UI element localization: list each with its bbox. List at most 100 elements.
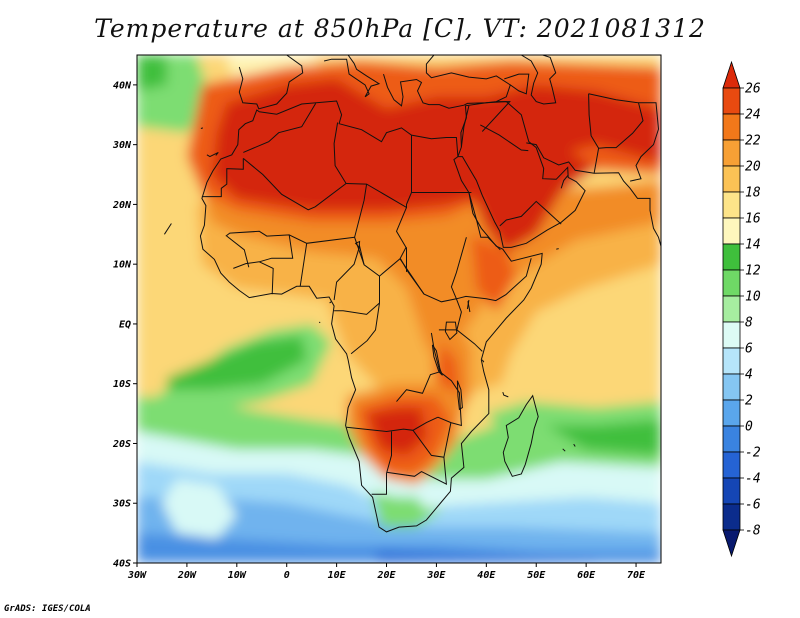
island-2 — [573, 443, 576, 447]
island-4 — [200, 127, 204, 129]
colorbar-swatch — [722, 347, 741, 375]
country-border-31 — [588, 93, 644, 149]
island-0 — [502, 391, 509, 398]
southern-africa-hot — [366, 407, 427, 456]
north-atlantic-core — [137, 55, 167, 91]
colorbar-swatch — [722, 60, 741, 89]
country-border-34 — [243, 103, 317, 153]
colorbar-label: 18 — [745, 186, 761, 201]
colorbar-label: 4 — [745, 368, 753, 383]
colorbar-swatch — [722, 399, 741, 427]
cold-core — [376, 551, 597, 563]
country-border-9 — [299, 243, 308, 287]
lake-2 — [456, 380, 463, 411]
island-7 — [329, 301, 332, 304]
country-border-1 — [242, 158, 347, 211]
italy-coastline — [323, 55, 381, 98]
lon-tick-label: 70E — [627, 570, 646, 581]
colorbar-label: 16 — [745, 212, 761, 227]
island-6 — [318, 321, 321, 324]
colorbar-label: 10 — [745, 290, 761, 305]
lake-3 — [354, 240, 361, 249]
horn-hot — [471, 234, 517, 312]
colorbar-label: 22 — [745, 134, 761, 149]
colorbar-swatch — [722, 321, 741, 349]
island-5 — [163, 223, 172, 235]
iberia-coastline — [238, 55, 304, 110]
colorbar-label: 14 — [745, 238, 761, 253]
country-border-28 — [499, 200, 562, 227]
colorbar-label: -6 — [745, 498, 761, 513]
sahara-hot — [211, 78, 661, 211]
country-border-2 — [333, 122, 347, 184]
colorbar-label: -4 — [745, 472, 761, 487]
sri-lanka — [685, 265, 695, 288]
colorbar-swatch — [722, 191, 741, 219]
country-border-33 — [504, 73, 530, 95]
grads-credit: GrADS: IGES/COLA — [4, 604, 91, 614]
island-8 — [481, 359, 485, 363]
south-asia-coastline — [526, 142, 661, 247]
lon-tick-label: 60E — [577, 570, 596, 581]
lon-tick-label: 30W — [127, 570, 147, 581]
colorbar-swatch — [722, 295, 741, 323]
colorbar-swatch — [722, 113, 741, 141]
country-border-3 — [346, 135, 412, 209]
colorbar-swatch — [722, 529, 741, 558]
lat-tick-label: 40S — [113, 559, 131, 570]
lat-tick-label: 10S — [113, 379, 131, 390]
country-border-22 — [468, 192, 501, 251]
cold-band-4 — [137, 533, 661, 563]
colorbar-swatch — [722, 165, 741, 193]
colorbar-label: 20 — [745, 160, 761, 175]
greece-turkey-coastline — [383, 55, 511, 109]
colorbar-label: 8 — [745, 316, 753, 331]
country-border-12 — [334, 276, 380, 315]
colorbar-label: 12 — [745, 264, 761, 279]
tropics-orange — [201, 180, 661, 360]
colorbar-swatch — [722, 87, 741, 115]
lake-0 — [444, 321, 458, 341]
colorbar-swatch — [722, 269, 741, 297]
colorbar-label: 6 — [745, 342, 753, 357]
colorbar-swatch — [722, 243, 741, 271]
lat-tick-label: 30N — [112, 140, 132, 151]
country-border-30 — [588, 93, 600, 174]
axis-ticks: 30W 20W 10W 0 10E 20E 30E 40E 50E 60E 70E 40N 30N 20N… — [112, 80, 646, 581]
lat-tick-label: 40N — [113, 80, 132, 91]
lat-tick-label: 20N — [112, 200, 132, 211]
country-border-17 — [371, 431, 392, 495]
africa-coastline — [199, 100, 543, 533]
colorbar-label: 0 — [745, 420, 753, 435]
country-border-32 — [629, 102, 660, 182]
country-border-11 — [333, 244, 365, 301]
lat-tick-label: 30S — [112, 499, 131, 510]
colorbar-swatch — [722, 425, 741, 453]
temperature-field — [137, 55, 695, 563]
lake-1 — [431, 344, 443, 376]
country-border-29 — [560, 174, 569, 189]
country-border-19 — [443, 422, 452, 458]
country-border-27 — [481, 101, 511, 132]
lesotho-cyan — [416, 494, 442, 510]
country-border-14 — [396, 332, 441, 402]
island-9 — [556, 248, 559, 250]
lon-tick-label: 40E — [477, 570, 496, 581]
colorbar-swatch — [722, 503, 741, 531]
island-1 — [562, 448, 566, 452]
colorbar-label: -8 — [745, 524, 761, 539]
country-border-23 — [450, 237, 467, 299]
cold-spot — [162, 479, 237, 540]
country-border-18 — [386, 430, 447, 485]
lon-tick-label: 10W — [228, 570, 247, 581]
colorbar-label: 26 — [745, 82, 761, 97]
colorbar-label: 2 — [745, 394, 753, 409]
colorbar-swatch — [722, 139, 741, 167]
lat-tick-label: 20S — [112, 439, 131, 450]
lat-tick-label: 10N — [113, 260, 132, 271]
country-border-13 — [350, 302, 380, 355]
colorbar-swatch — [722, 217, 741, 245]
country-border-26 — [480, 124, 529, 152]
